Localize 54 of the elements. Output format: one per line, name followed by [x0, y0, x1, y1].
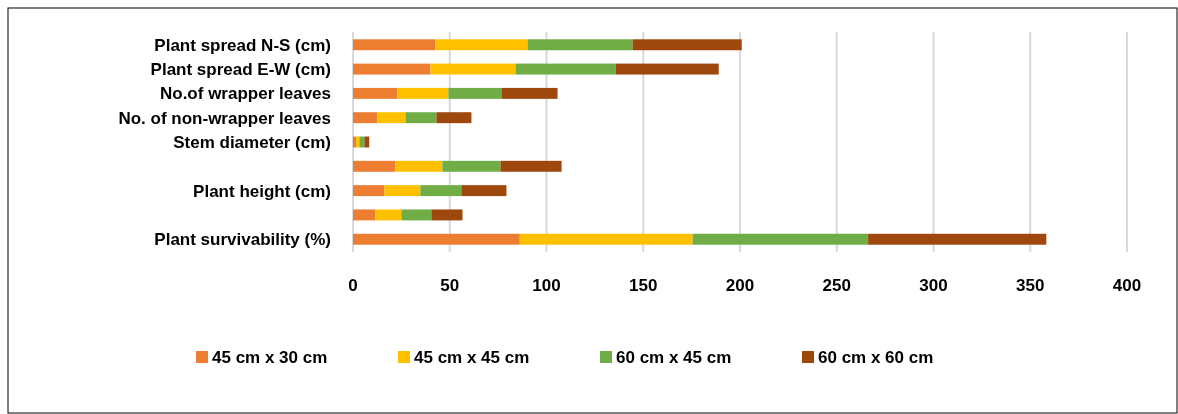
bar	[420, 185, 462, 197]
legend-label: 45 cm x 45 cm	[414, 347, 530, 367]
bar	[359, 136, 365, 148]
y-tick-label: Plant spread N-S (cm)	[154, 35, 331, 55]
bar	[501, 87, 558, 99]
bar	[375, 209, 402, 221]
x-tick-label: 400	[1112, 276, 1142, 295]
bar	[353, 209, 376, 221]
bar	[395, 160, 443, 172]
bar	[435, 39, 528, 51]
y-tick-label: Plant survivability (%)	[154, 230, 331, 250]
bar	[431, 209, 463, 221]
y-tick-label: Plant spread E-W (cm)	[150, 60, 331, 80]
bar	[384, 185, 421, 197]
bar	[353, 185, 385, 197]
bar	[515, 63, 616, 75]
bar	[527, 39, 633, 51]
x-tick-label: 0	[348, 276, 358, 295]
legend-label: 60 cm x 45 cm	[616, 347, 732, 367]
bar	[377, 112, 406, 124]
bar	[461, 185, 507, 197]
x-tick-label: 150	[629, 276, 658, 295]
bar	[401, 209, 432, 221]
x-tick-label: 200	[725, 276, 755, 295]
bar	[353, 160, 396, 172]
x-tick-label: 50	[440, 276, 460, 295]
bar	[430, 63, 516, 75]
bar	[353, 39, 436, 51]
bar	[353, 233, 520, 245]
bar	[405, 112, 437, 124]
x-tick-label: 300	[919, 276, 948, 295]
legend-label: 45 cm x 30 cm	[212, 347, 328, 367]
bar	[353, 112, 378, 124]
bar	[632, 39, 742, 51]
x-tick-label: 250	[822, 276, 851, 295]
x-tick-label: 100	[532, 276, 561, 295]
bar	[364, 136, 370, 148]
y-tick-label: Stem diameter (cm)	[173, 132, 331, 152]
bar	[397, 87, 449, 99]
bar	[353, 63, 431, 75]
legend-label: 60 cm x 60 cm	[818, 347, 934, 367]
bar	[519, 233, 693, 245]
bar	[692, 233, 869, 245]
bar	[353, 87, 398, 99]
y-tick-label: No.of wrapper leaves	[159, 84, 331, 104]
bar	[868, 233, 1047, 245]
bar	[615, 63, 719, 75]
bar	[442, 160, 501, 172]
y-tick-label: No. of non-wrapper leaves	[118, 108, 331, 128]
y-tick-label: Plant height (cm)	[193, 181, 331, 201]
x-tick-label: 350	[1016, 276, 1045, 295]
bar	[436, 112, 472, 124]
bar	[448, 87, 502, 99]
bar	[500, 160, 562, 172]
